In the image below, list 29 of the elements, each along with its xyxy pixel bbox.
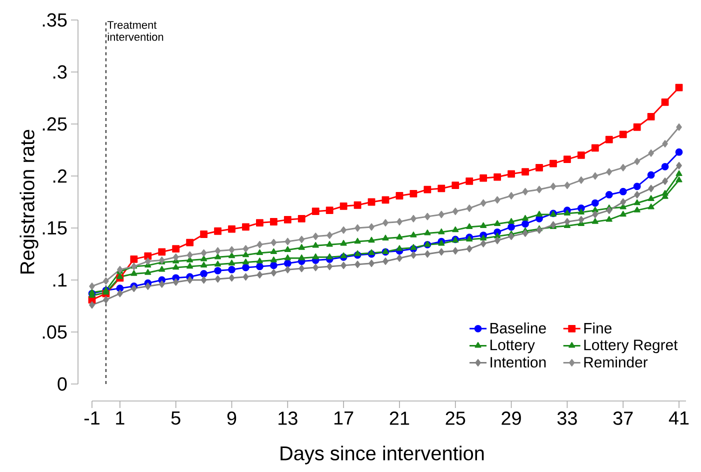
x-tick-label: 5: [171, 412, 180, 425]
legend-label: Lottery Regret: [584, 340, 678, 354]
y-tick-label: .05: [42, 325, 67, 339]
x-tick-label: 17: [334, 412, 354, 425]
x-tick-label: 37: [613, 412, 633, 425]
x-tick-label: 41: [668, 412, 689, 425]
y-tick-label: .2: [53, 169, 67, 183]
y-tick-label: .3: [53, 65, 67, 79]
legend-label: Baseline: [490, 322, 546, 334]
y-tick-label: 0: [58, 377, 67, 391]
y-tick-label: .35: [42, 13, 67, 27]
legend-label: Reminder: [584, 356, 648, 368]
x-tick-label: 1: [116, 412, 124, 425]
x-tick-label: 33: [557, 412, 577, 425]
legend-label: Intention: [490, 356, 546, 368]
y-tick-label: .25: [42, 117, 67, 131]
y-tick-label: .1: [53, 273, 67, 287]
y-axis-title: Registration rate: [20, 130, 38, 274]
x-tick-label: -1: [84, 412, 100, 425]
legend-label: Lottery: [490, 340, 535, 354]
y-tick-label: .15: [42, 221, 67, 235]
x-tick-label: 21: [390, 412, 410, 425]
x-tick-label: 13: [278, 412, 298, 425]
x-tick-label: 9: [227, 412, 236, 425]
ref-line-label: Treatment intervention: [107, 21, 164, 41]
x-tick-label: 29: [502, 412, 521, 425]
legend-label: Fine: [584, 322, 612, 334]
x-axis-title: Days since intervention: [280, 446, 484, 464]
x-tick-label: 25: [446, 412, 466, 425]
